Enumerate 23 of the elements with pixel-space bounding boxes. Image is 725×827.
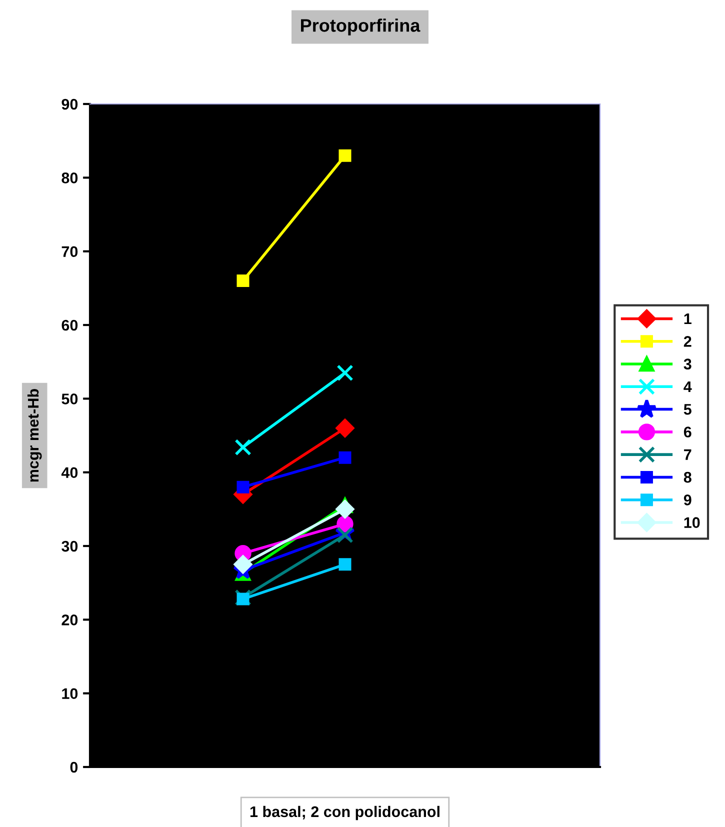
- chart-title: Protoporfirina: [301, 18, 420, 36]
- legend-label: 9: [684, 494, 692, 506]
- y-tick-label: 40: [61, 467, 78, 478]
- legend-label: 1: [684, 314, 692, 324]
- legend-label: 10: [684, 517, 700, 528]
- y-tick-label: 20: [62, 614, 78, 626]
- y-tick-label: 60: [62, 320, 78, 331]
- legend-label: 4: [684, 381, 692, 392]
- legend-label: 7: [684, 449, 692, 460]
- y-tick-label: 10: [62, 688, 78, 700]
- legend-label: 6: [684, 426, 692, 438]
- legend-label: 2: [684, 336, 692, 347]
- legend-label: 5: [684, 404, 692, 415]
- y-tick-label: 80: [62, 172, 78, 184]
- legend-label: 8: [684, 472, 692, 483]
- y-tick-label: 50: [62, 394, 78, 404]
- y-axis-title: mcgr met-Hb: [27, 389, 42, 482]
- legend-label: 3: [684, 358, 692, 370]
- y-tick-label: 70: [62, 246, 78, 258]
- y-tick-label: 90: [62, 98, 78, 110]
- x-axis-title: 1 basal; 2 con polidocanol: [250, 806, 440, 820]
- y-tick-label: 30: [62, 540, 78, 552]
- y-tick-label: 0: [70, 762, 78, 773]
